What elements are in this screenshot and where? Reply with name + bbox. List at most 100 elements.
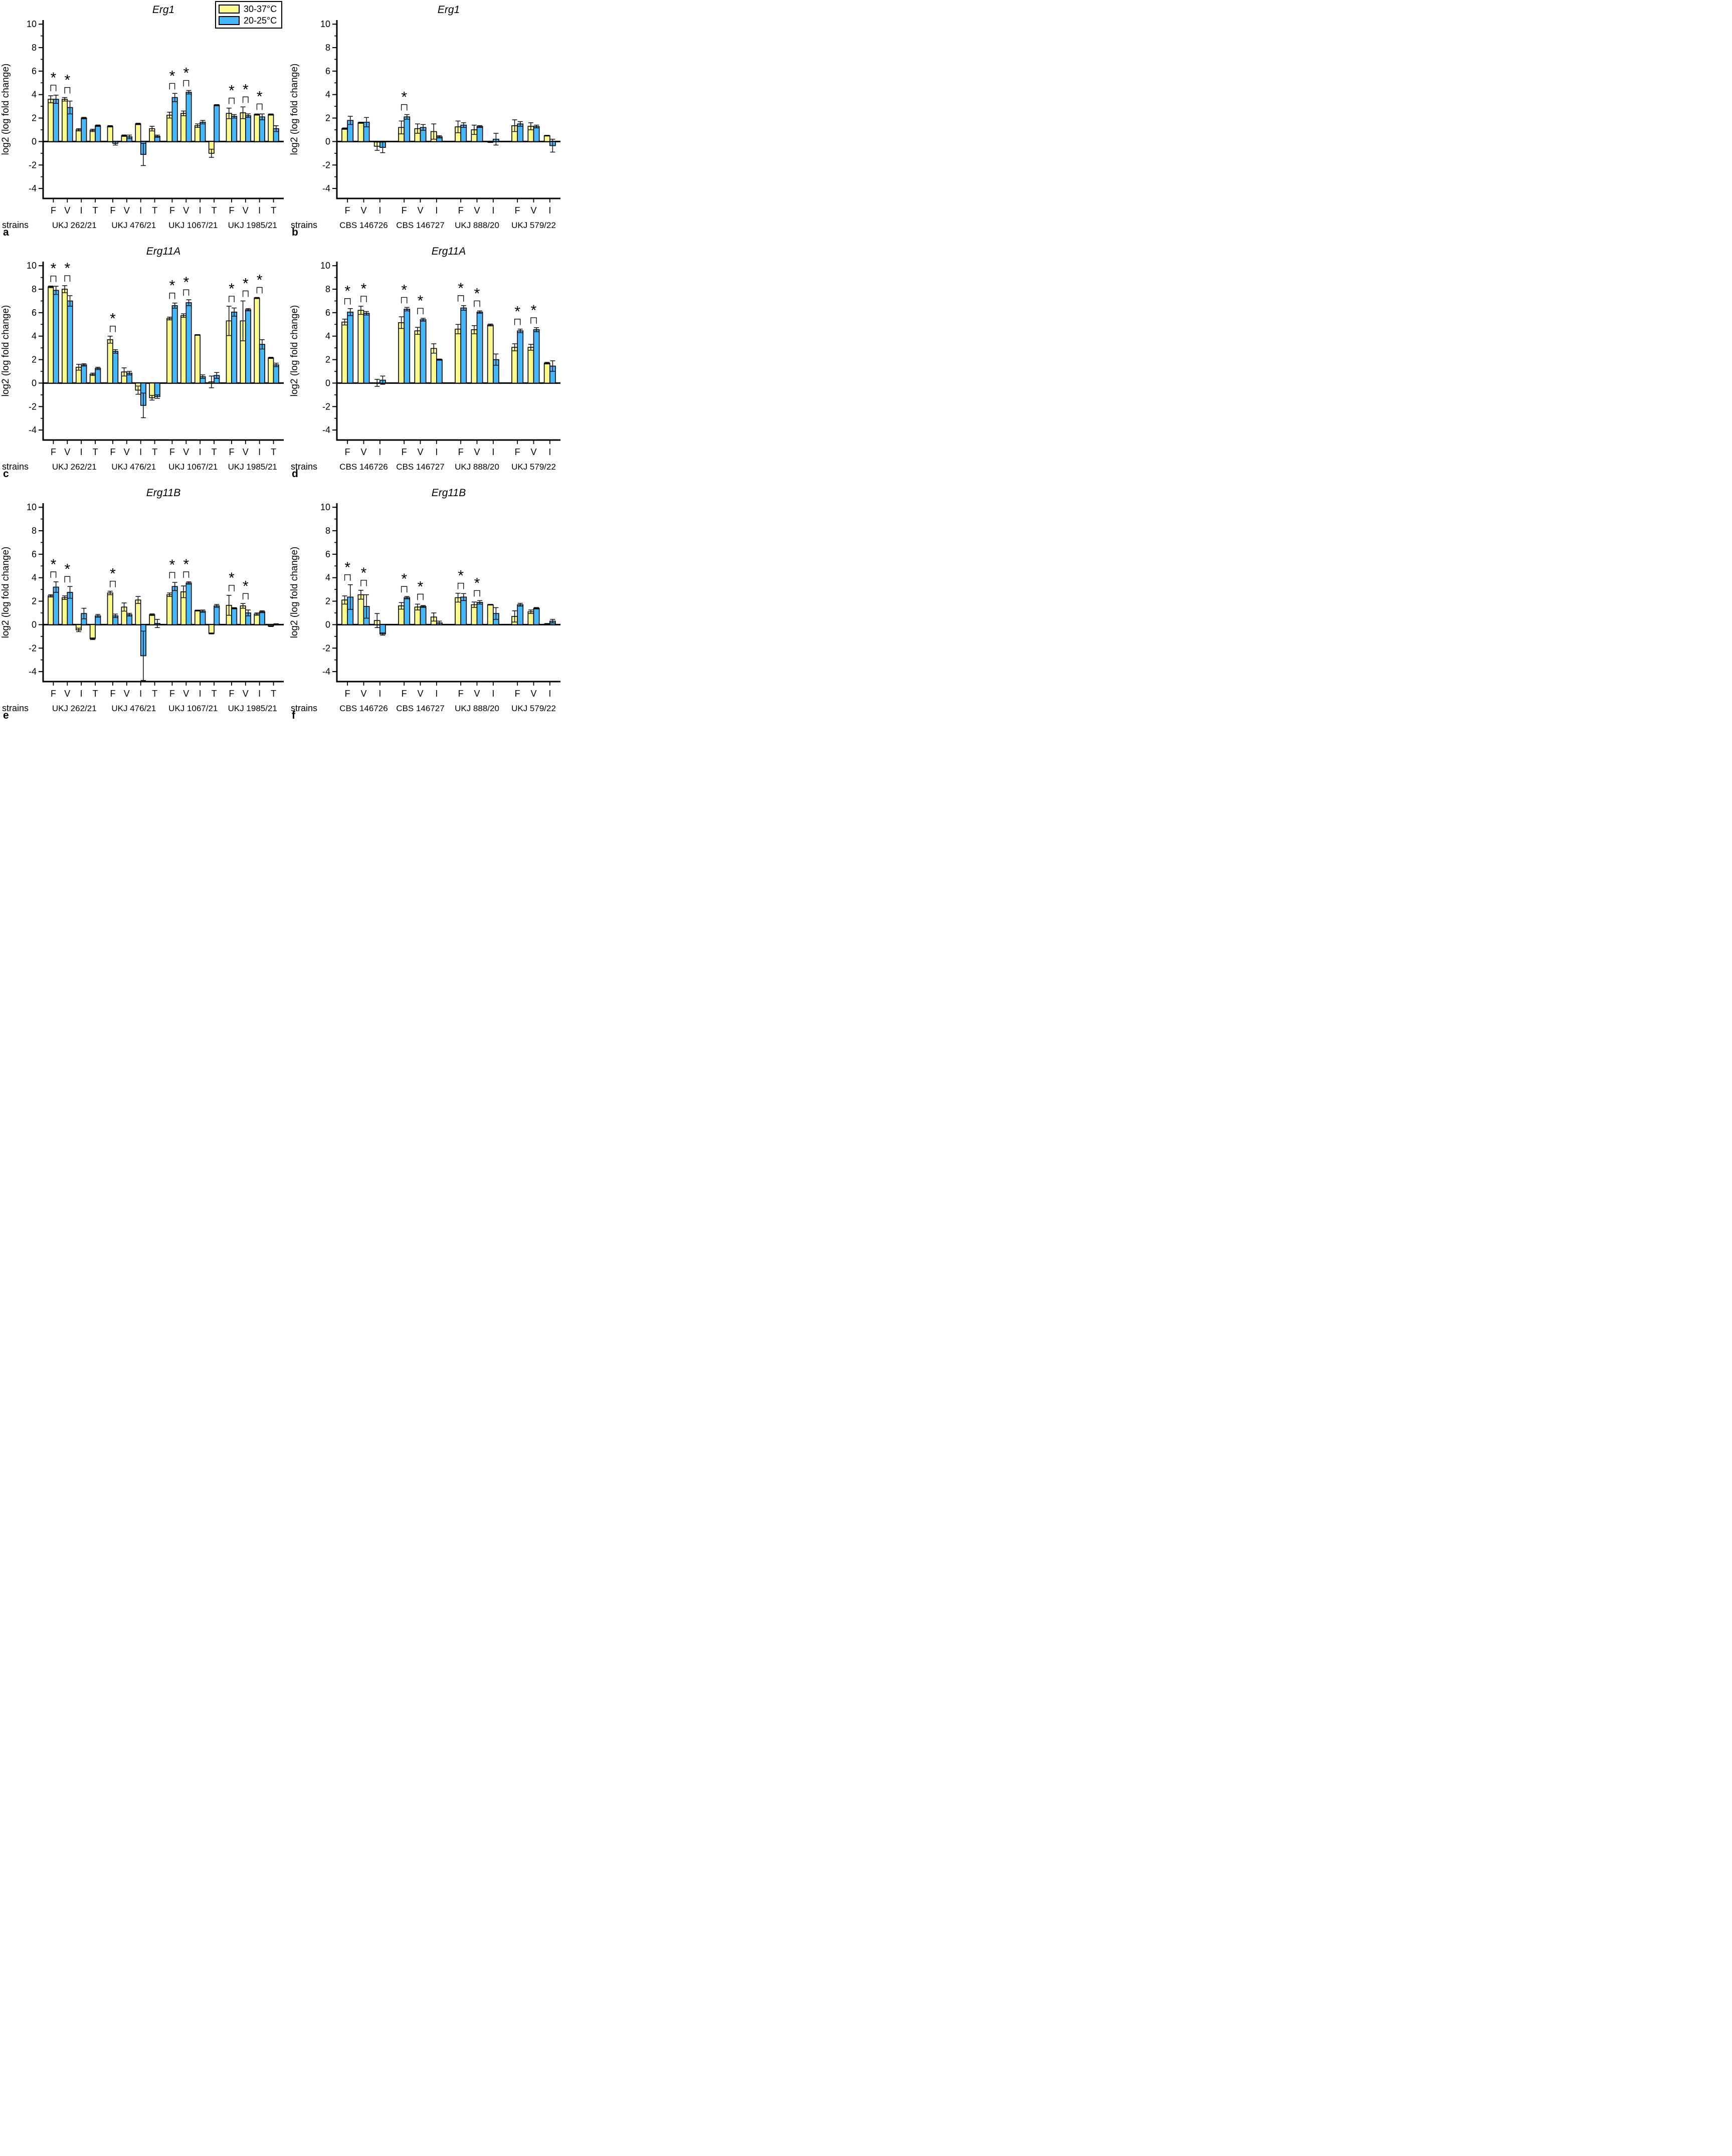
bar-20-25C bbox=[259, 344, 265, 384]
sig-asterisk: * bbox=[514, 304, 520, 320]
sig-bracket bbox=[242, 593, 249, 600]
sig-bracket bbox=[474, 300, 480, 307]
sig-bracket bbox=[183, 80, 189, 87]
x-tick-label: I bbox=[435, 205, 438, 215]
x-tick-label: V bbox=[64, 205, 70, 215]
x-tick-label: F bbox=[515, 689, 520, 699]
bar-30-37C bbox=[240, 605, 246, 625]
strains-axis-label: strains bbox=[2, 703, 29, 713]
y-tick-label: 6 bbox=[32, 549, 37, 559]
sig-bracket bbox=[242, 96, 249, 103]
bar-20-25C bbox=[347, 311, 354, 384]
sig-bracket bbox=[360, 580, 367, 586]
sig-asterisk: * bbox=[531, 302, 537, 319]
y-tick-label: 0 bbox=[325, 619, 330, 629]
strain-label: UKJ 579/22 bbox=[511, 462, 556, 472]
bar-20-25C bbox=[420, 606, 427, 625]
x-tick-label: V bbox=[474, 447, 480, 457]
x-tick-label: F bbox=[110, 205, 115, 215]
sig-asterisk: * bbox=[243, 578, 249, 594]
y-axis-label: log2 (log fold change) bbox=[289, 547, 300, 638]
x-tick-label: T bbox=[271, 689, 276, 699]
bar-30-37C bbox=[180, 113, 187, 142]
sig-bracket bbox=[457, 582, 464, 589]
bar-30-37C bbox=[48, 286, 54, 384]
y-tick-label: 6 bbox=[32, 66, 37, 76]
sig-asterisk: * bbox=[229, 570, 235, 586]
x-tick-label: V bbox=[474, 205, 480, 215]
sig-asterisk: * bbox=[110, 311, 116, 327]
strain-label: UKJ 476/21 bbox=[111, 462, 156, 472]
bar-30-37C bbox=[166, 318, 173, 384]
sig-bracket bbox=[169, 572, 175, 579]
y-tick-label: 10 bbox=[27, 19, 37, 29]
bar-30-37C bbox=[471, 329, 478, 384]
x-tick-label: I bbox=[378, 689, 381, 699]
strains-axis-label: strains bbox=[2, 462, 29, 472]
strain-label: UKJ 888/20 bbox=[455, 462, 499, 472]
sig-bracket bbox=[401, 586, 408, 593]
sig-bracket bbox=[169, 83, 175, 90]
panel-c: Erg11A log2 (log fold change) F * V * I T UKJ 26… bbox=[0, 242, 289, 481]
x-tick-label: F bbox=[345, 689, 350, 699]
bar-30-37C bbox=[357, 310, 364, 384]
x-tick-label: I bbox=[548, 689, 551, 699]
bar-30-37C bbox=[254, 114, 260, 142]
sig-bracket bbox=[457, 295, 464, 302]
bar-20-25C bbox=[420, 319, 427, 384]
sig-bracket bbox=[344, 574, 351, 581]
sig-asterisk: * bbox=[51, 70, 57, 86]
x-tick-label: I bbox=[492, 689, 494, 699]
x-tick-label: F bbox=[51, 447, 56, 457]
sig-asterisk: * bbox=[169, 68, 175, 84]
x-tick-label: F bbox=[229, 689, 234, 699]
strains-axis-label: strains bbox=[291, 462, 317, 472]
bar-30-37C bbox=[543, 135, 550, 142]
x-tick-label: I bbox=[139, 205, 142, 215]
bar-20-25C bbox=[171, 97, 178, 142]
y-tick-label: 2 bbox=[325, 113, 330, 123]
bar-30-37C bbox=[89, 624, 96, 639]
x-tick-label: I bbox=[492, 205, 494, 215]
x-tick-label: T bbox=[212, 689, 217, 699]
bar-20-25C bbox=[231, 116, 238, 142]
sig-bracket bbox=[344, 298, 351, 305]
x-tick-label: V bbox=[417, 205, 423, 215]
sig-bracket bbox=[256, 103, 263, 110]
sig-bracket bbox=[530, 317, 537, 324]
bar-30-37C bbox=[487, 604, 494, 625]
x-tick-label: I bbox=[378, 447, 381, 457]
sig-bracket bbox=[401, 297, 408, 304]
x-tick-label: V bbox=[243, 689, 249, 699]
y-tick-label: 2 bbox=[325, 355, 330, 365]
y-tick-label: 4 bbox=[32, 573, 37, 583]
panel-title: Erg11B bbox=[146, 487, 181, 499]
x-tick-label: V bbox=[530, 205, 536, 215]
strain-label: UKJ 1985/21 bbox=[228, 704, 277, 713]
sig-asterisk: * bbox=[243, 81, 249, 98]
bar-30-37C bbox=[48, 595, 54, 625]
x-tick-label: V bbox=[124, 447, 130, 457]
strains-axis-label: strains bbox=[291, 220, 317, 230]
sig-asterisk: * bbox=[344, 283, 350, 300]
sig-asterisk: * bbox=[169, 278, 175, 294]
x-tick-label: I bbox=[139, 447, 142, 457]
strains-axis-label: strains bbox=[291, 703, 317, 713]
legend-row-warm: 30-37°C bbox=[219, 4, 277, 14]
bar-30-37C bbox=[430, 348, 437, 384]
sig-asterisk: * bbox=[458, 568, 464, 584]
x-tick-label: I bbox=[80, 689, 83, 699]
bar-30-37C bbox=[398, 322, 405, 384]
sig-bracket bbox=[256, 287, 263, 294]
bar-30-37C bbox=[166, 114, 173, 142]
panel-a: Erg1 log2 (log fold change) F * V * I T UKJ 262/… bbox=[0, 0, 289, 240]
x-tick-label: F bbox=[169, 447, 175, 457]
strain-label: UKJ 476/21 bbox=[111, 221, 156, 230]
y-tick-label: 2 bbox=[325, 596, 330, 606]
y-axis-label: log2 (log fold change) bbox=[1, 547, 11, 638]
sig-asterisk: * bbox=[361, 281, 367, 297]
bar-30-37C bbox=[194, 610, 201, 625]
legend-label-20-25C: 20-25°C bbox=[244, 16, 277, 26]
x-tick-label: V bbox=[417, 689, 423, 699]
